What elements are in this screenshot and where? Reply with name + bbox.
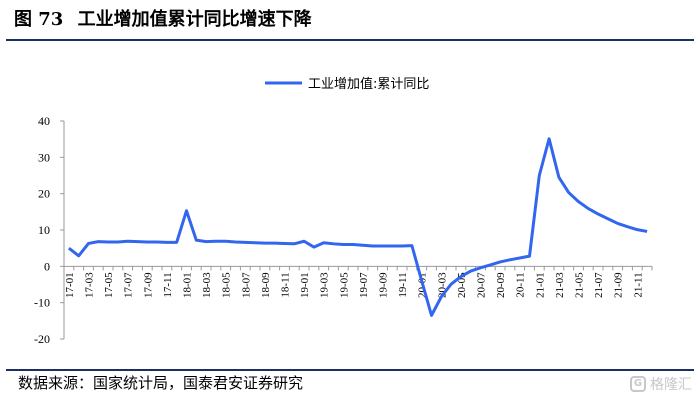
x-tick-label: 18-05 [221, 272, 233, 298]
bottom-rule [6, 369, 694, 371]
watermark-logo-icon: G [630, 376, 646, 392]
x-tick-label: 18-11 [280, 272, 292, 297]
x-tick-label: 17-09 [142, 272, 154, 298]
x-tick-label: 18-09 [260, 272, 272, 298]
x-tick-label: 19-03 [319, 272, 331, 298]
figure-number: 图 73 [14, 9, 64, 30]
x-tick-label: 17-01 [64, 272, 76, 298]
x-axis-ticks: 17-01 17-03 17-05 17-07 17-09 17-11 18-01 18-03… [63, 266, 653, 298]
x-tick-label: 17-07 [123, 272, 135, 298]
x-tick-label: 19-01 [299, 272, 311, 298]
x-tick-label: 17-05 [103, 272, 115, 298]
x-tick-label: 21-03 [554, 272, 566, 298]
x-tick-label: 21-01 [534, 272, 546, 298]
x-tick-label: 17-11 [162, 272, 174, 297]
y-tick-label: 40 [38, 114, 50, 128]
source-note: 数据来源：国家统计局，国泰君安证券研究 [18, 374, 304, 392]
x-tick-label: 19-07 [358, 272, 370, 298]
y-tick-label: 30 [38, 150, 50, 164]
chart-legend: 工业增加值:累计同比 [265, 76, 429, 92]
figure-title: 图 73 工业增加值累计同比增速下降 [14, 6, 312, 34]
y-tick-label: -20 [34, 332, 50, 346]
legend-label: 工业增加值:累计同比 [308, 76, 429, 92]
x-tick-label: 18-03 [201, 272, 213, 298]
watermark: G 格隆汇 [630, 374, 692, 394]
x-tick-label: 21-09 [613, 272, 625, 298]
watermark-text: 格隆汇 [650, 377, 692, 393]
x-tick-label: 17-03 [84, 272, 96, 298]
x-tick-label: 20-11 [515, 272, 527, 297]
y-tick-label: 20 [38, 187, 50, 201]
y-tick-label: 0 [44, 259, 50, 273]
x-tick-label: 18-07 [240, 272, 252, 298]
series-line [67, 137, 648, 317]
x-tick-label: 21-07 [593, 272, 605, 298]
top-rule [6, 39, 694, 41]
x-tick-label: 19-09 [378, 272, 390, 298]
x-tick-label: 19-05 [338, 272, 350, 298]
x-tick-label: 19-11 [397, 272, 409, 297]
chart-axes [63, 121, 652, 339]
x-tick-label: 21-05 [574, 272, 586, 298]
figure-title-text: 工业增加值累计同比增速下降 [77, 9, 312, 30]
y-axis-ticks: 40 30 20 10 0 -10 -20 [34, 114, 64, 346]
y-tick-label: 10 [38, 223, 50, 237]
x-tick-label: 18-01 [182, 272, 194, 298]
x-tick-label: 21-11 [632, 272, 644, 297]
y-tick-label: -10 [34, 296, 50, 310]
x-tick-label: 20-07 [476, 272, 488, 298]
x-tick-label: 20-09 [495, 272, 507, 298]
